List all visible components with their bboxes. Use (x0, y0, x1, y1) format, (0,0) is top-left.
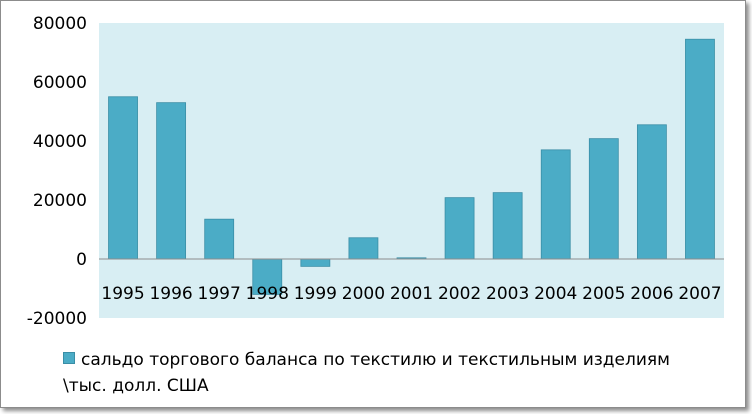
bar-2006 (636, 124, 667, 260)
x-tick-label-2002: 2002 (438, 284, 481, 304)
x-tick-label-2001: 2001 (390, 284, 433, 304)
x-tick-label-2000: 2000 (342, 284, 385, 304)
y-tick-label: 20000 (33, 191, 87, 211)
y-axis-ticks: 80000 60000 40000 20000 0 -20000 (27, 14, 87, 329)
bar-1998 (252, 258, 283, 295)
x-tick-label-2005: 2005 (582, 284, 625, 304)
bar-1997 (204, 218, 235, 260)
legend: сальдо торгового баланса по текстилю и т… (63, 347, 713, 399)
x-tick-label-2007: 2007 (678, 284, 721, 304)
bar-1999 (300, 258, 331, 267)
bar-1996 (156, 102, 187, 260)
x-tick-label-1995: 1995 (101, 284, 144, 304)
x-axis-labels: 1995 1996 1997 1998 1999 2000 2001 2002 2003 2004… (101, 284, 721, 304)
y-tick-label: 60000 (33, 73, 87, 93)
x-tick-label-1997: 1997 (198, 284, 241, 304)
x-tick-label-2004: 2004 (534, 284, 577, 304)
bar-2007 (685, 38, 715, 260)
y-tick-label: 80000 (33, 14, 87, 34)
x-tick-label-2006: 2006 (630, 284, 673, 304)
bar-2002 (444, 197, 475, 260)
x-tick-label-2003: 2003 (486, 284, 529, 304)
y-tick-label: 40000 (33, 132, 87, 152)
chart-frame: 80000 60000 40000 20000 0 -20000 1995 1996 1997… (0, 0, 746, 408)
y-tick-label: 0 (76, 250, 87, 270)
bars (108, 38, 715, 295)
bar-2000 (348, 237, 379, 260)
bar-1995 (108, 96, 138, 260)
bar-chart: 80000 60000 40000 20000 0 -20000 1995 1996 1997… (27, 14, 724, 329)
y-tick-label: -20000 (27, 309, 87, 329)
bar-2003 (492, 192, 523, 260)
legend-swatch (63, 352, 75, 364)
x-tick-label-1996: 1996 (149, 284, 192, 304)
x-tick-label-1998: 1998 (246, 284, 289, 304)
x-tick-label-1999: 1999 (294, 284, 337, 304)
bar-2005 (588, 138, 619, 260)
plot-area (99, 23, 724, 318)
bar-2004 (540, 149, 571, 260)
legend-label: сальдо торгового баланса по текстилю и т… (63, 350, 670, 396)
